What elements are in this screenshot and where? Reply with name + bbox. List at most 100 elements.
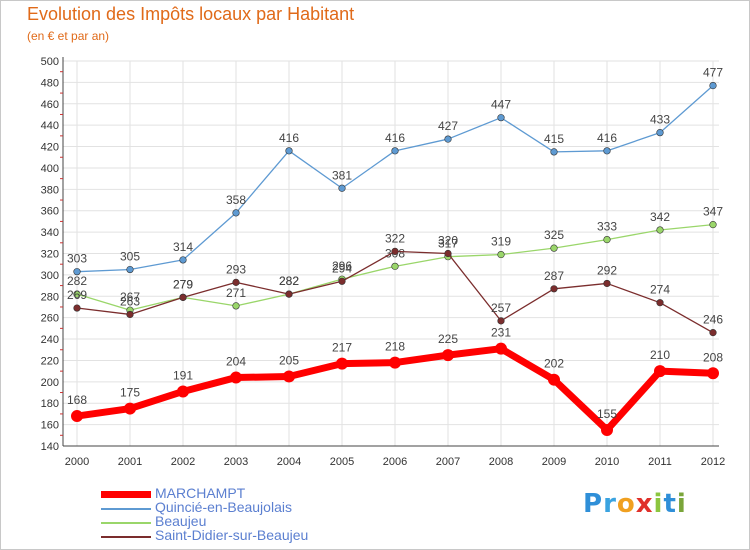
y-tick-label: 220 (41, 355, 59, 367)
y-tick-label: 340 (41, 227, 59, 239)
logo-letter: o (616, 489, 636, 519)
data-label: 208 (703, 350, 723, 364)
y-tick-label: 260 (41, 313, 59, 325)
data-label: 447 (491, 98, 511, 112)
data-label: 205 (279, 353, 299, 367)
logo-letter: x (635, 489, 654, 519)
x-tick-label: 2000 (65, 456, 89, 468)
data-label: 477 (703, 66, 723, 80)
data-point (444, 249, 452, 258)
data-point (497, 250, 505, 259)
y-tick-label: 320 (41, 249, 59, 261)
x-tick-label: 2006 (383, 456, 407, 468)
data-point (656, 226, 664, 234)
x-tick-label: 2003 (224, 456, 248, 468)
data-point (126, 310, 134, 319)
data-label: 168 (67, 393, 87, 407)
data-point (444, 135, 452, 143)
data-label: 282 (67, 274, 87, 288)
data-label: 274 (650, 283, 670, 297)
logo-letter: i (676, 489, 687, 519)
data-point (550, 285, 558, 293)
data-point (179, 293, 187, 301)
data-label: 381 (332, 168, 352, 182)
data-label: 294 (332, 261, 352, 275)
data-point (603, 235, 611, 244)
data-point (709, 81, 717, 90)
x-tick-label: 2004 (277, 456, 301, 468)
data-point-marchampt (336, 357, 348, 370)
data-label: 342 (650, 210, 670, 224)
data-point (603, 147, 611, 155)
y-tick-label: 380 (41, 184, 59, 196)
legend-swatch-marchampt (101, 491, 151, 498)
data-label: 416 (597, 131, 617, 145)
y-tick-label: 500 (41, 56, 59, 68)
logo-letter: i (653, 489, 664, 519)
data-point (73, 290, 81, 298)
y-tick-label: 420 (41, 142, 59, 154)
data-point (232, 302, 240, 310)
data-label: 155 (597, 407, 617, 421)
data-label: 257 (491, 301, 511, 315)
legend-swatch-quincie (101, 508, 151, 510)
data-point (550, 148, 558, 156)
data-point-marchampt (601, 423, 613, 436)
data-label: 217 (332, 341, 352, 355)
y-tick-label: 140 (41, 441, 59, 453)
legend-label-beaujeu: Beaujeu (155, 513, 207, 529)
x-tick-label: 2012 (701, 456, 725, 468)
y-tick-label: 300 (41, 270, 59, 282)
y-tick-label: 280 (41, 291, 59, 303)
x-tick-label: 2011 (648, 456, 672, 468)
data-label: 358 (226, 193, 246, 207)
data-label: 305 (120, 250, 140, 264)
legend-label-quincie: Quincié-en-Beaujolais (155, 499, 292, 515)
data-label: 282 (279, 274, 299, 288)
data-label: 325 (544, 228, 564, 242)
data-point (73, 304, 81, 312)
data-label: 416 (385, 131, 405, 145)
data-label: 416 (279, 131, 299, 145)
y-tick-label: 400 (41, 163, 59, 175)
data-label: 427 (438, 119, 458, 133)
data-label: 210 (650, 348, 670, 362)
legend-swatch-beaujeu (101, 522, 151, 524)
data-point-marchampt (442, 349, 454, 362)
data-point (709, 329, 717, 337)
data-label: 287 (544, 269, 564, 283)
data-label: 263 (120, 294, 140, 308)
data-label: 314 (173, 240, 193, 254)
data-label: 231 (491, 326, 511, 340)
data-label: 175 (120, 386, 140, 400)
data-point (391, 262, 399, 270)
data-point (656, 129, 664, 137)
y-tick-label: 480 (41, 77, 59, 89)
data-label: 320 (438, 234, 458, 248)
x-tick-label: 2002 (171, 456, 195, 468)
data-point (232, 209, 240, 217)
data-point-marchampt (495, 342, 507, 355)
data-label: 319 (491, 235, 511, 249)
y-tick-label: 360 (41, 206, 59, 218)
legend-label-marchampt: MARCHAMPT (155, 485, 246, 501)
data-point (285, 290, 293, 298)
data-point (656, 299, 664, 307)
data-label: 322 (385, 231, 405, 245)
data-label: 293 (226, 262, 246, 276)
data-label: 218 (385, 340, 405, 354)
data-point (497, 317, 505, 325)
data-point-marchampt (177, 385, 189, 398)
legend-swatch-saint-didier (101, 536, 151, 538)
chart-subtitle: (en € et par an) (27, 29, 110, 43)
x-tick-label: 2009 (542, 456, 566, 468)
data-label: 267 (120, 290, 140, 304)
data-label: 246 (703, 313, 723, 327)
data-point (709, 221, 717, 229)
data-label: 303 (67, 252, 87, 266)
y-tick-label: 160 (41, 420, 59, 432)
data-label: 279 (173, 277, 193, 291)
data-point (550, 244, 558, 252)
